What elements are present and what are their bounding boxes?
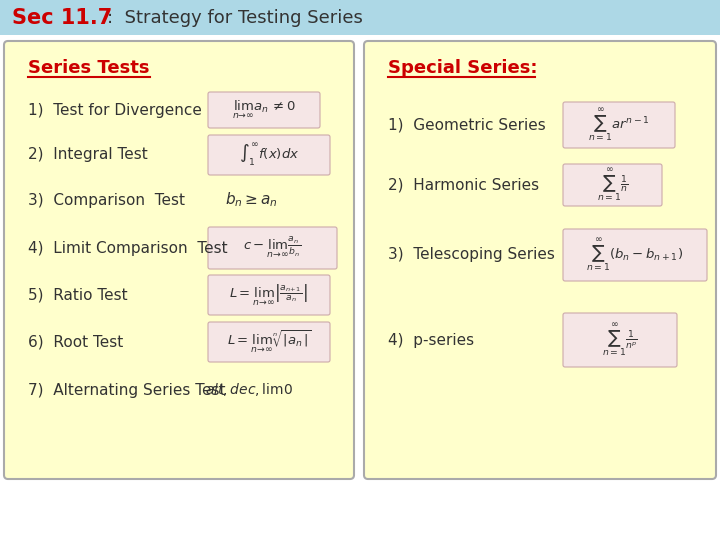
Text: $\sum_{n=1}^{\infty} \frac{1}{n^p}$: $\sum_{n=1}^{\infty} \frac{1}{n^p}$ [602, 321, 638, 359]
Text: $\sum_{n=1}^{\infty} \frac{1}{n}$: $\sum_{n=1}^{\infty} \frac{1}{n}$ [597, 166, 628, 204]
Text: 7)  Alternating Series Test: 7) Alternating Series Test [28, 382, 225, 397]
Text: $\sum_{n=1}^{\infty} ar^{n-1}$: $\sum_{n=1}^{\infty} ar^{n-1}$ [588, 106, 650, 144]
Text: $\lim_{n \to \infty} a_n \neq 0$: $\lim_{n \to \infty} a_n \neq 0$ [232, 99, 296, 121]
FancyBboxPatch shape [563, 102, 675, 148]
Text: 1)  Geometric Series: 1) Geometric Series [388, 118, 546, 132]
FancyBboxPatch shape [208, 227, 337, 269]
Text: $\int_1^{\infty} f(x)dx$: $\int_1^{\infty} f(x)dx$ [239, 141, 300, 168]
Text: Special Series:: Special Series: [388, 59, 538, 77]
Text: Series Tests: Series Tests [28, 59, 150, 77]
Text: $\sum_{n=1}^{\infty} (b_n - b_{n+1})$: $\sum_{n=1}^{\infty} (b_n - b_{n+1})$ [586, 237, 683, 274]
Text: 3)  Telescoping Series: 3) Telescoping Series [388, 247, 555, 262]
Text: 3)  Comparison  Test: 3) Comparison Test [28, 192, 185, 207]
Text: 1)  Test for Divergence: 1) Test for Divergence [28, 103, 202, 118]
FancyBboxPatch shape [4, 41, 354, 479]
Text: $c - \lim_{n \to \infty} \frac{a_n}{b_n}$: $c - \lim_{n \to \infty} \frac{a_n}{b_n}… [243, 236, 302, 260]
FancyBboxPatch shape [208, 322, 330, 362]
Text: Sec 11.7: Sec 11.7 [12, 8, 112, 28]
Text: $alt, dec, \lim 0$: $alt, dec, \lim 0$ [205, 381, 293, 399]
Text: 5)  Ratio Test: 5) Ratio Test [28, 287, 127, 302]
Text: $b_n \geq a_n$: $b_n \geq a_n$ [225, 191, 278, 210]
FancyBboxPatch shape [563, 313, 677, 367]
Text: 2)  Integral Test: 2) Integral Test [28, 147, 148, 163]
Text: $L = \lim_{n \to \infty} \left|\frac{a_{n+1}}{a_n}\right|$: $L = \lim_{n \to \infty} \left|\frac{a_{… [230, 282, 309, 308]
FancyBboxPatch shape [208, 92, 320, 128]
Text: :  Strategy for Testing Series: : Strategy for Testing Series [107, 9, 363, 27]
Text: $L = \lim_{n \to \infty} \sqrt[n]{|a_n|}$: $L = \lim_{n \to \infty} \sqrt[n]{|a_n|}… [227, 328, 311, 355]
FancyBboxPatch shape [364, 41, 716, 479]
FancyBboxPatch shape [563, 164, 662, 206]
FancyBboxPatch shape [0, 0, 720, 35]
FancyBboxPatch shape [208, 275, 330, 315]
FancyBboxPatch shape [563, 229, 707, 281]
Text: 2)  Harmonic Series: 2) Harmonic Series [388, 178, 539, 192]
Text: 6)  Root Test: 6) Root Test [28, 334, 123, 349]
FancyBboxPatch shape [208, 135, 330, 175]
Text: 4)  p-series: 4) p-series [388, 333, 474, 348]
Text: 4)  Limit Comparison  Test: 4) Limit Comparison Test [28, 240, 228, 255]
